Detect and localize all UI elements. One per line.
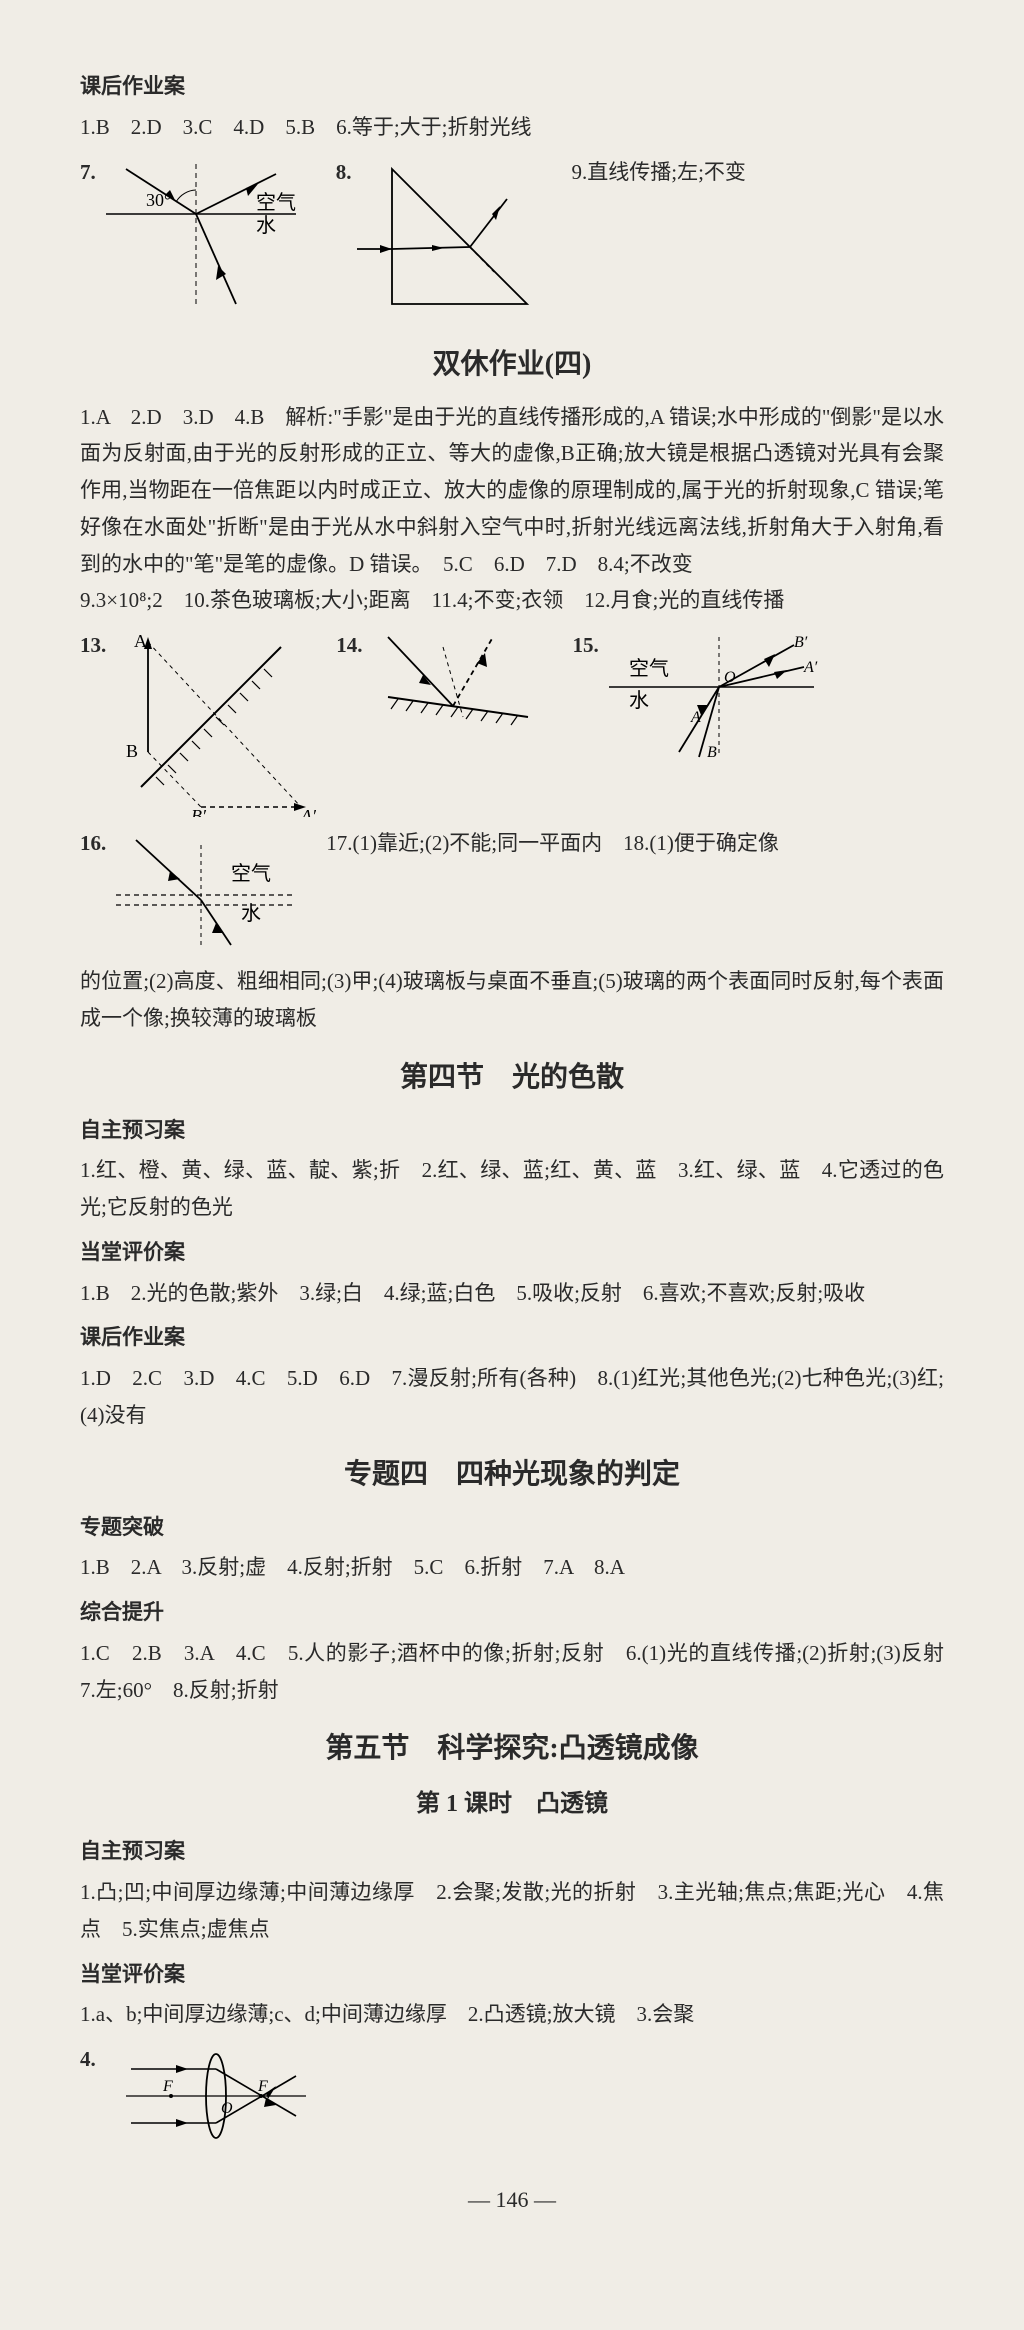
d15-Bp: B′ [794, 634, 808, 651]
weekend4-para1: 1.A 2.D 3.D 4.B 解析:"手影"是由于光的直线传播形成的,A 错误… [80, 399, 944, 583]
lens-F2: F [257, 2078, 268, 2095]
topic4-breakthrough-heading: 专题突破 [80, 1509, 944, 1546]
q9-text: 9.直线传播;左;不变 [572, 154, 945, 191]
q16-label: 16. [80, 825, 106, 862]
q8-label: 8. [336, 154, 352, 191]
section4-homework-line1: 1.D 2.C 3.D 4.C 5.D 6.D 7.漫反射;所有(各种) 8.(… [80, 1360, 944, 1434]
section5-subtitle: 第 1 课时 凸透镜 [80, 1783, 944, 1825]
d15-A: A [690, 709, 701, 726]
q8-cell: 8. [336, 154, 552, 324]
diagram-13: A B B′ A′ [106, 627, 316, 817]
d15-B: B [707, 744, 717, 761]
section5-preview-line1: 1.凸;凹;中间厚边缘薄;中间薄边缘厚 2.会聚;发散;光的折射 3.主光轴;焦… [80, 1874, 944, 1948]
section4-preview-line1: 1.红、橙、黄、绿、蓝、靛、紫;折 2.红、绿、蓝;红、黄、蓝 3.红、绿、蓝 … [80, 1152, 944, 1226]
weekend4-para2: 的位置;(2)高度、粗细相同;(3)甲;(4)玻璃板与桌面不垂直;(5)玻璃的两… [80, 963, 944, 1037]
d13-Ap: A′ [300, 806, 316, 817]
weekend4-line2: 9.3×10⁸;2 10.茶色玻璃板;大小;距离 11.4;不变;衣领 12.月… [80, 582, 944, 619]
weekend4-title: 双休作业(四) [80, 340, 944, 389]
q7-cell: 7. 30° 空气 水 [80, 154, 316, 314]
q4-label: 4. [80, 2041, 96, 2078]
d13-B: B [126, 741, 138, 761]
d16-water: 水 [241, 902, 261, 925]
section5-title: 第五节 科学探究:凸透镜成像 [80, 1724, 944, 1773]
diagram-7: 30° 空气 水 [96, 154, 316, 314]
d15-water: 水 [629, 689, 649, 712]
air-label-7: 空气 [256, 191, 296, 214]
diagram-row-q4: 4. F F O [80, 2041, 944, 2151]
homework-after-heading: 课后作业案 [80, 68, 944, 105]
q7-label: 7. [80, 154, 96, 191]
diagram-16: 空气 水 [106, 825, 306, 955]
diagram-15: 空气 水 O A A′ B B′ [599, 627, 829, 767]
diagram-row-16: 16. 空气 水 17.(1)靠近;(2)不能;同一平面内 18.(1)便于确定… [80, 825, 944, 955]
section4-classroom-line1: 1.B 2.光的色散;紫外 3.绿;白 4.绿;蓝;白色 5.吸收;反射 6.喜… [80, 1275, 944, 1312]
q14-label: 14. [336, 627, 362, 664]
section5-classroom-line1: 1.a、b;中间厚边缘薄;c、d;中间薄边缘厚 2.凸透镜;放大镜 3.会聚 [80, 1996, 944, 2033]
lens-F1: F [162, 2078, 173, 2095]
q14-cell: 14. [336, 627, 552, 737]
section4-title: 第四节 光的色散 [80, 1053, 944, 1102]
q15-label: 15. [573, 627, 599, 664]
q17-18-text: 17.(1)靠近;(2)不能;同一平面内 18.(1)便于确定像 [326, 825, 944, 862]
d15-Ap: A′ [803, 659, 818, 676]
q13-cell: 13. [80, 627, 316, 817]
topic4-enhance-heading: 综合提升 [80, 1594, 944, 1631]
q16-cell: 16. 空气 水 [80, 825, 306, 955]
angle-30-label: 30° [146, 190, 171, 210]
section5-classroom-heading: 当堂评价案 [80, 1956, 944, 1993]
page-number: — 146 — [80, 2181, 944, 2220]
d13-Bp: B′ [191, 806, 207, 817]
d16-air: 空气 [231, 862, 271, 885]
diagram-lens-4: F F O [116, 2041, 316, 2151]
section4-preview-heading: 自主预习案 [80, 1112, 944, 1149]
water-label-7: 水 [256, 214, 276, 237]
section5-preview-heading: 自主预习案 [80, 1833, 944, 1870]
topic4-enhance-line1: 1.C 2.B 3.A 4.C 5.人的影子;酒杯中的像;折射;反射 6.(1)… [80, 1635, 944, 1709]
topic4-title: 专题四 四种光现象的判定 [80, 1450, 944, 1499]
q13-label: 13. [80, 627, 106, 664]
diagram-14 [363, 627, 553, 737]
section4-homework-heading: 课后作业案 [80, 1319, 944, 1356]
homework-after-line1: 1.B 2.D 3.C 4.D 5.B 6.等于;大于;折射光线 [80, 109, 944, 146]
topic4-breakthrough-line1: 1.B 2.A 3.反射;虚 4.反射;折射 5.C 6.折射 7.A 8.A [80, 1549, 944, 1586]
d13-A: A [134, 631, 147, 651]
diagram-8-prism [352, 154, 552, 324]
diagram-row-7-8-9: 7. 30° 空气 水 8. [80, 154, 944, 324]
section4-classroom-heading: 当堂评价案 [80, 1234, 944, 1271]
q15-cell: 15. 空气 水 O A A′ B [573, 627, 829, 767]
d15-air: 空气 [629, 657, 669, 680]
diagram-row-13-14-15: 13. [80, 627, 944, 817]
